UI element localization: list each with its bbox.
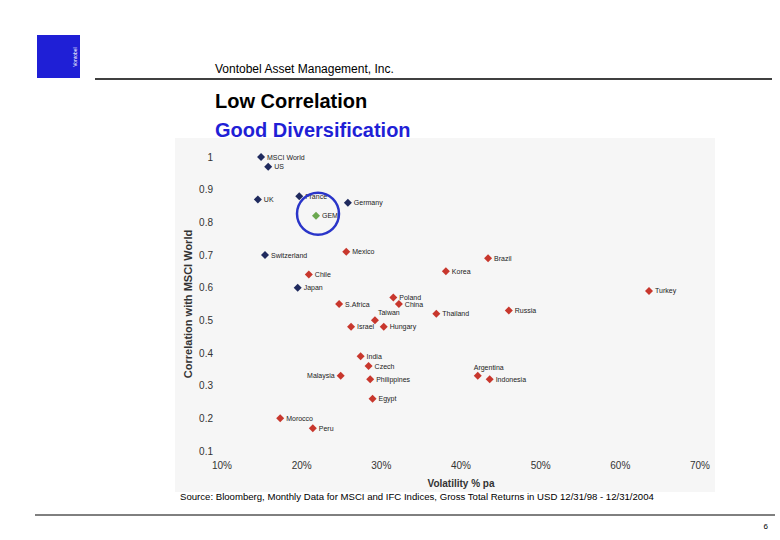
point-label: Russia: [515, 307, 537, 314]
y-tick-label: 1: [207, 152, 213, 163]
y-tick-label: 0.6: [199, 282, 213, 293]
point-label: Germany: [354, 199, 383, 207]
point-label: Turkey: [655, 287, 677, 295]
point-label: Thailand: [442, 310, 469, 317]
point: [309, 424, 317, 432]
point: [264, 163, 272, 171]
x-tick-label: 30%: [371, 460, 391, 471]
chart-panel: [175, 138, 715, 492]
point-label: Brazil: [494, 255, 512, 262]
point: [474, 372, 482, 380]
logo-box: [37, 35, 80, 78]
chart-subtitle: Good Diversification: [215, 119, 411, 141]
point-label: Malaysia: [307, 372, 335, 380]
x-tick-label: 10%: [212, 460, 232, 471]
y-tick-label: 0.4: [199, 348, 213, 359]
point: [442, 267, 450, 275]
point-label: Mexico: [352, 248, 374, 255]
point-label: Argentina: [474, 364, 504, 372]
point: [505, 307, 513, 315]
point: [342, 248, 350, 256]
company-name: Vontobel Asset Management, Inc.: [215, 62, 394, 76]
x-tick-label: 20%: [292, 460, 312, 471]
point: [344, 199, 352, 207]
source-note: Source: Bloomberg, Monthly Data for MSCI…: [180, 491, 655, 502]
point-label: Switzerland: [271, 252, 307, 259]
y-tick-label: 0.5: [199, 315, 213, 326]
point: [357, 352, 365, 360]
point-label: MSCI World: [267, 154, 305, 161]
highlight-ring: [297, 193, 339, 235]
point-label: Korea: [452, 268, 471, 275]
x-tick-label: 50%: [531, 460, 551, 471]
point: [486, 375, 494, 383]
point: [294, 284, 302, 292]
point-label: Indonesia: [496, 376, 526, 383]
y-tick-label: 0.8: [199, 217, 213, 228]
point-label: Israel: [357, 323, 375, 330]
point: [257, 153, 265, 161]
footer-rule: [35, 515, 775, 516]
point-label: Hungary: [390, 323, 417, 331]
point-label: China: [405, 301, 423, 308]
point: [254, 195, 262, 203]
y-tick-label: 0.1: [199, 446, 213, 457]
point-label: India: [367, 353, 382, 360]
point: [276, 414, 284, 422]
point-label: S.Africa: [345, 301, 370, 308]
slide: Vontobel Vontobel Asset Management, Inc. L…: [0, 0, 780, 540]
x-tick-label: 60%: [610, 460, 630, 471]
point: [380, 323, 388, 331]
y-tick-label: 0.7: [199, 250, 213, 261]
point-label: Czech: [375, 363, 395, 370]
point: [337, 372, 345, 380]
point: [389, 293, 397, 301]
point: [312, 212, 320, 220]
page-number: 6: [764, 522, 769, 531]
point-label: Philippines: [376, 376, 410, 384]
point-label: Egypt: [379, 395, 397, 403]
y-tick-label: 0.3: [199, 380, 213, 391]
point: [335, 300, 343, 308]
x-tick-label: 70%: [690, 460, 710, 471]
y-tick-label: 0.2: [199, 413, 213, 424]
y-axis-title: Correlation with MSCI World: [182, 230, 194, 378]
header-rule: [95, 78, 772, 80]
point-label: GEM: [322, 212, 338, 219]
chart-title: Low Correlation: [215, 90, 367, 112]
point: [369, 395, 377, 403]
logo-text: Vontobel: [72, 47, 78, 66]
point: [366, 375, 374, 383]
point: [261, 251, 269, 259]
points: [254, 153, 653, 432]
point-label: UK: [264, 196, 274, 203]
point: [395, 300, 403, 308]
point: [365, 362, 373, 370]
y-tick-label: 0.9: [199, 184, 213, 195]
point: [484, 254, 492, 262]
x-tick-label: 40%: [451, 460, 471, 471]
point-label: Japan: [304, 284, 323, 292]
point-label: US: [274, 163, 284, 170]
point: [305, 271, 313, 279]
point: [347, 323, 355, 331]
point-label: Peru: [319, 425, 334, 432]
point-label: Chile: [315, 271, 331, 278]
point-labels: MSCI WorldUSUKFranceGermanyGEMMexicoSwit…: [264, 154, 677, 432]
point-label: Taiwan: [378, 309, 400, 316]
x-axis-title: Volatility % pa: [427, 478, 494, 489]
point-label: Morocco: [286, 415, 313, 422]
point: [432, 310, 440, 318]
point: [645, 287, 653, 295]
